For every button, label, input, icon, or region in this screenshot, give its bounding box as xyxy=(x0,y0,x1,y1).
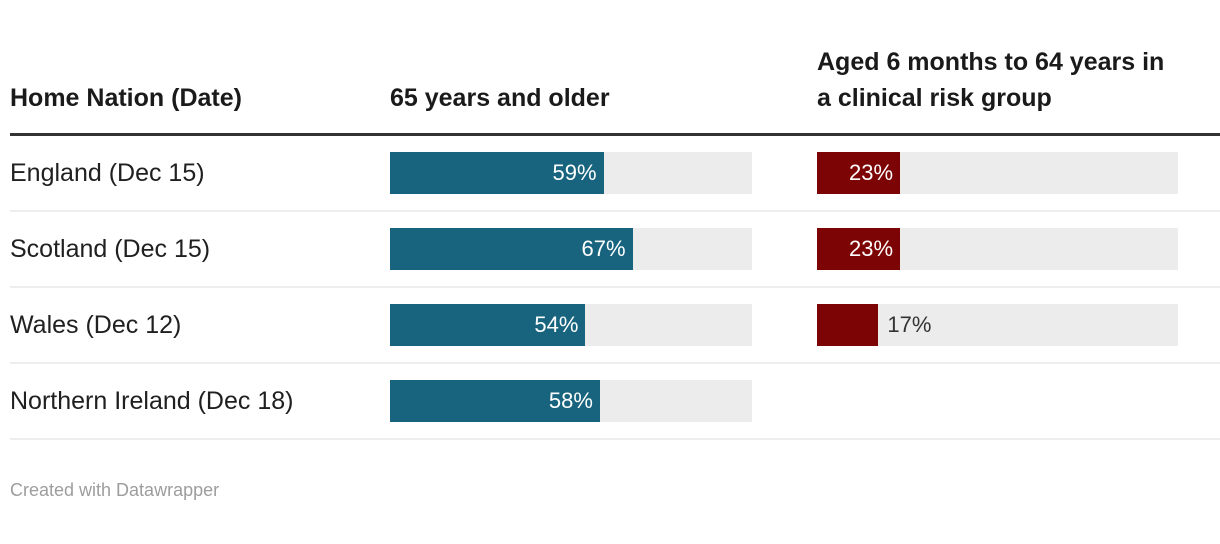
table-header-row: Home Nation (Date) 65 years and older Ag… xyxy=(10,0,1220,136)
bar-value-label: 17% xyxy=(887,312,932,337)
bar-older-england: 59% xyxy=(390,152,752,194)
bar-fill xyxy=(390,228,633,270)
bar-fill xyxy=(390,380,600,422)
bar-fill xyxy=(817,228,901,270)
column-header-65-and-older: 65 years and older xyxy=(390,84,610,112)
table-row: England (Dec 15) 59% 23% xyxy=(10,136,1220,212)
row-label-wales: Wales (Dec 12) xyxy=(10,310,182,339)
bar-fill xyxy=(817,304,879,346)
bar-older-northern-ireland: 58% xyxy=(390,380,752,422)
row-label-england: England (Dec 15) xyxy=(10,158,205,187)
bar-value-label: 67% xyxy=(581,236,626,261)
footer: Created with Datawrapper xyxy=(10,440,1220,501)
bar-risk-england: 23% xyxy=(817,152,1178,194)
row-label-scotland: Scotland (Dec 15) xyxy=(10,234,211,263)
bar-risk-scotland: 23% xyxy=(817,228,1178,270)
datawrapper-attribution-link[interactable]: Created with Datawrapper xyxy=(10,480,220,500)
bar-value-label: 59% xyxy=(552,160,597,185)
table-row: Scotland (Dec 15) 67% 23% xyxy=(10,212,1220,288)
bar-value-label: 23% xyxy=(848,236,894,261)
row-label-northern-ireland: Northern Ireland (Dec 18) xyxy=(10,386,294,415)
column-header-clinical-risk-group: Aged 6 months to 64 years in a clinical … xyxy=(817,48,1165,112)
table-row: Wales (Dec 12) 54% 17% xyxy=(10,288,1220,364)
bar-fill xyxy=(390,152,604,194)
column-header-home-nation: Home Nation (Date) xyxy=(10,84,242,112)
table-row: Northern Ireland (Dec 18) 58% xyxy=(10,364,1220,440)
bar-risk-wales: 17% xyxy=(817,304,1178,346)
bar-older-scotland: 67% xyxy=(390,228,752,270)
bar-older-wales: 54% xyxy=(390,304,752,346)
bar-value-label: 54% xyxy=(534,312,579,337)
bar-value-label: 23% xyxy=(848,160,894,185)
bar-fill xyxy=(817,152,901,194)
bar-fill xyxy=(390,304,586,346)
bar-value-label: 58% xyxy=(548,388,593,413)
